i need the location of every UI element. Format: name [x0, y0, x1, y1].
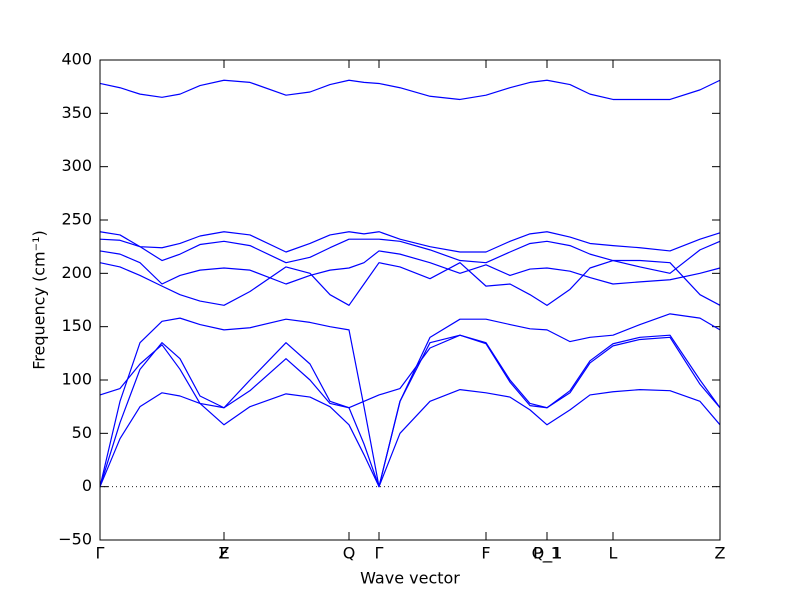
x-tick-label: Q_1: [532, 544, 563, 564]
x-axis-label: Wave vector: [360, 569, 460, 588]
y-tick-label: 100: [61, 370, 92, 389]
band-line: [99, 259, 721, 306]
band-line: [99, 389, 721, 488]
y-tick-label: 50: [72, 423, 92, 442]
x-tick-label: Z: [715, 544, 726, 563]
x-tick-label: F: [219, 544, 228, 563]
band-line: [99, 79, 721, 101]
y-tick-label: 200: [61, 263, 92, 282]
y-tick-label: −50: [58, 530, 92, 549]
x-tick-label: Z: [219, 544, 230, 563]
y-axis-label: Frequency (cm⁻¹): [30, 230, 49, 369]
band-line: [99, 334, 721, 409]
x-tick-label: Γ: [375, 544, 384, 563]
band-line: [99, 231, 721, 253]
plot-frame: [99, 59, 721, 541]
y-tick-label: 150: [61, 316, 92, 335]
x-tick-label: F: [481, 544, 490, 563]
y-tick-label: 0: [82, 476, 92, 495]
y-tick-label: 250: [61, 210, 92, 229]
band-line: [99, 238, 721, 274]
band-line: [99, 250, 721, 285]
x-tick-label: P_1: [533, 544, 561, 564]
x-tick-label: Q: [343, 544, 356, 563]
y-tick-label: 300: [61, 156, 92, 175]
y-tick-label: 400: [61, 50, 92, 69]
x-tick-label: Γ: [96, 544, 105, 563]
band-line: [99, 334, 721, 488]
y-tick-label: 350: [61, 103, 92, 122]
x-tick-label: L: [609, 544, 618, 563]
